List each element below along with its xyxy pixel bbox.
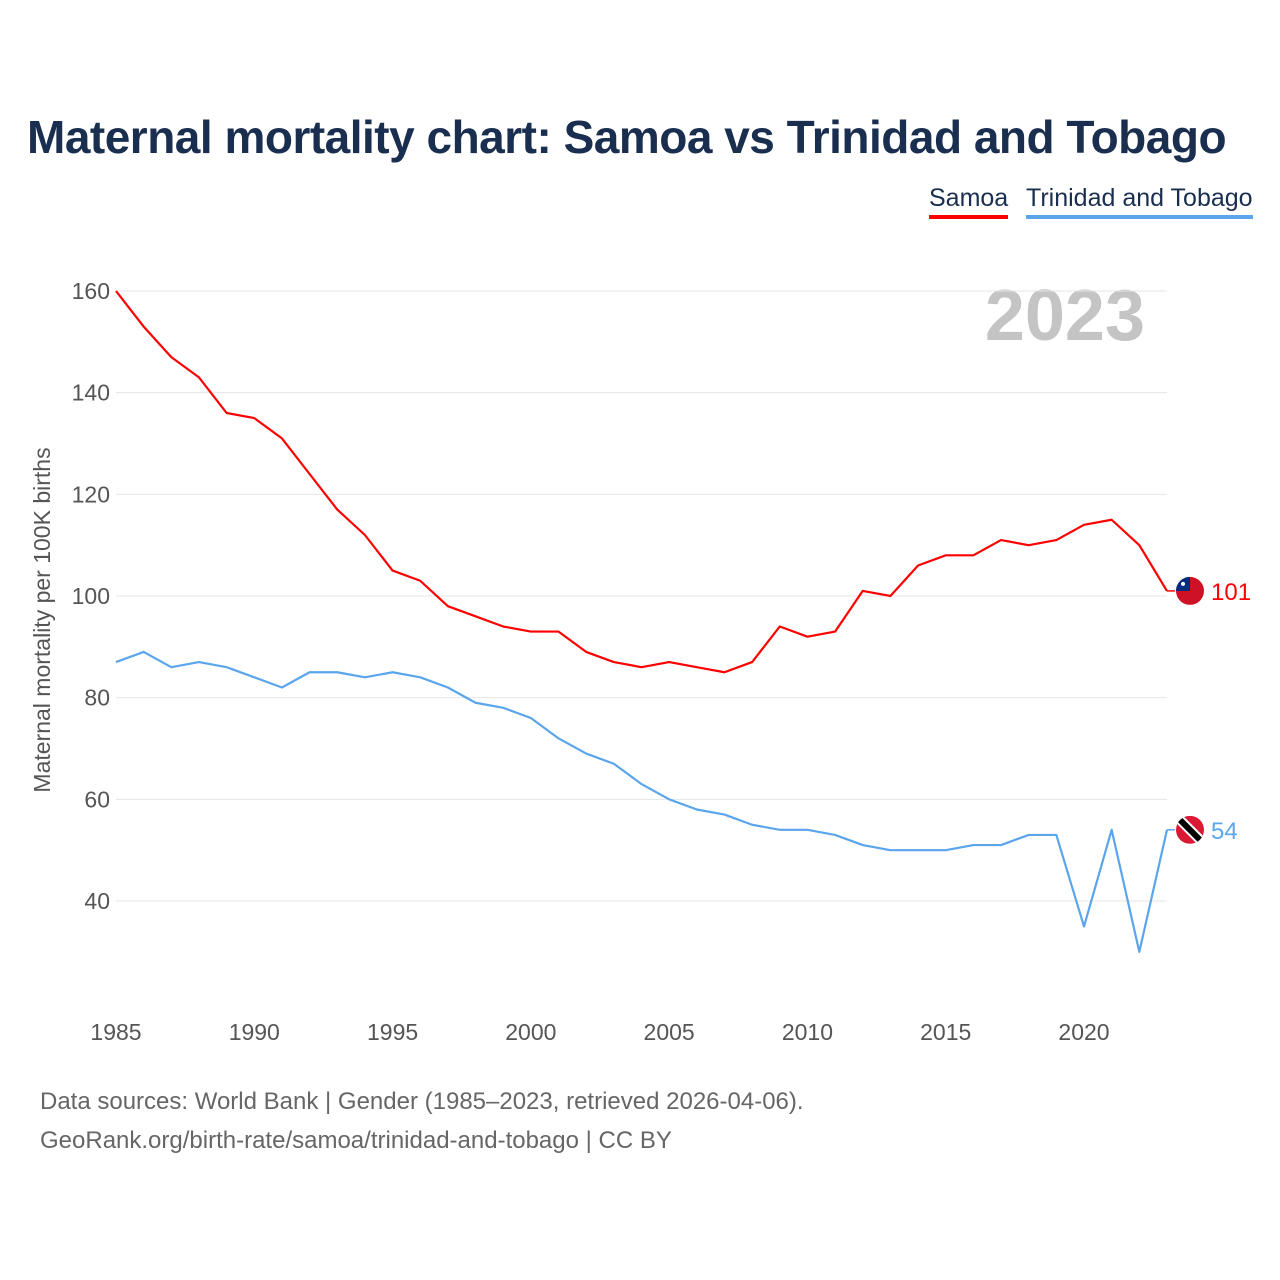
x-tick-label: 1990 — [229, 1019, 280, 1045]
y-tick-label: 60 — [84, 786, 110, 812]
series-line-trinidad-and-tobago — [115, 650, 1169, 953]
chart-title: Maternal mortality chart: Samoa vs Trini… — [27, 111, 1227, 163]
y-tick-label: 140 — [72, 380, 110, 406]
x-tick-label: 2005 — [644, 1019, 695, 1045]
trinidad-and-tobago-flag-icon — [1176, 815, 1204, 844]
x-tick-label: 2010 — [782, 1019, 833, 1045]
legend-samoa[interactable]: Samoa — [929, 184, 1009, 219]
x-tick-label: 2000 — [505, 1019, 556, 1045]
y-tick-label: 80 — [84, 685, 110, 711]
x-tick-label: 1985 — [90, 1019, 141, 1045]
year-watermark: 2023 — [985, 276, 1145, 356]
end-value-label: 101 — [1211, 579, 1251, 606]
samoa-flag-icon — [1176, 576, 1204, 605]
footer-sources: Data sources: World Bank | Gender (1985–… — [40, 1088, 804, 1115]
footer-attribution[interactable]: GeoRank.org/birth-rate/samoa/trinidad-an… — [40, 1127, 672, 1154]
y-axis-label: Maternal mortality per 100K births — [29, 447, 55, 792]
y-tick-label: 120 — [72, 481, 110, 507]
end-value-label: 54 — [1211, 818, 1238, 845]
y-tick-label: 160 — [72, 278, 110, 304]
legend-trinidad-and-tobago[interactable]: Trinidad and Tobago — [1026, 184, 1253, 219]
y-tick-label: 40 — [84, 888, 110, 914]
x-tick-label: 2020 — [1058, 1019, 1109, 1045]
x-tick-label: 1995 — [367, 1019, 418, 1045]
x-tick-label: 2015 — [920, 1019, 971, 1045]
y-tick-label: 100 — [72, 583, 110, 609]
series-line-samoa — [115, 290, 1168, 674]
